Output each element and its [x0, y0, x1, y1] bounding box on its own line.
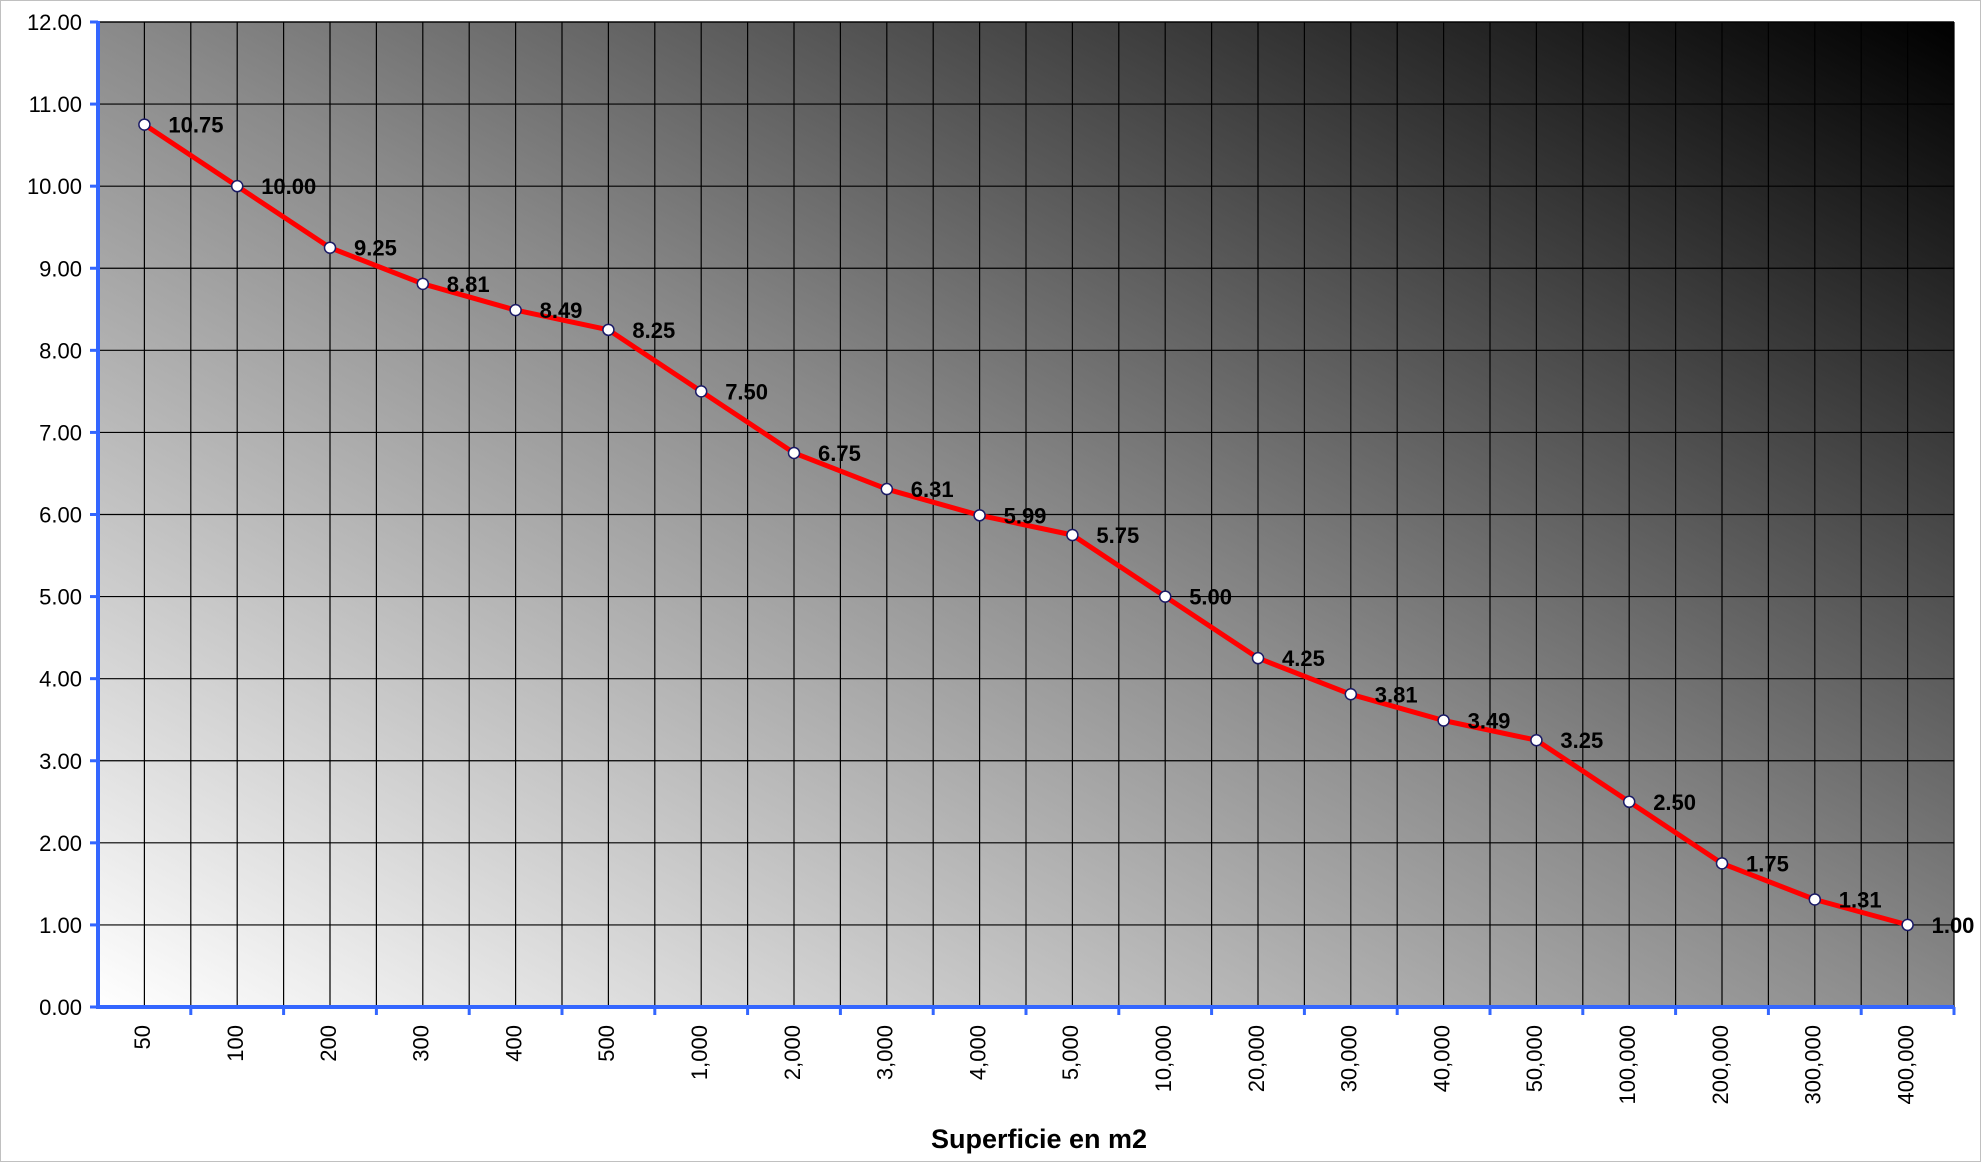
y-tick-label: 10.00: [27, 174, 82, 199]
series-line-path: [143, 122, 1909, 928]
series-line: [143, 122, 1909, 928]
y-tick-label: 0.00: [39, 995, 82, 1020]
data-point: [973, 509, 986, 522]
data-label: 2.50: [1653, 790, 1696, 815]
data-label: 7.50: [725, 379, 768, 404]
y-tick-label: 6.00: [39, 503, 82, 528]
x-tick-label: 2,000: [780, 1025, 805, 1080]
data-point: [1158, 590, 1172, 603]
x-tick-label: 400: [501, 1025, 526, 1062]
x-tick-label: 50: [130, 1025, 155, 1049]
data-label: 5.75: [1096, 523, 1139, 548]
data-label: 8.25: [632, 318, 675, 343]
x-tick-label: 100: [223, 1025, 248, 1062]
data-label: 1.31: [1839, 887, 1882, 912]
data-point: [138, 118, 151, 131]
data-point: [1715, 857, 1729, 870]
data-label: 10.00: [261, 174, 316, 199]
data-point: [1251, 651, 1265, 665]
x-tick-label: 20,000: [1244, 1025, 1269, 1092]
data-point: [509, 303, 522, 317]
x-tick-label: 200,000: [1708, 1025, 1733, 1105]
axes: [90, 20, 1956, 1015]
y-tick-label: 9.00: [39, 256, 82, 281]
x-tick-label: 400,000: [1893, 1025, 1918, 1105]
y-tick-label: 11.00: [29, 92, 82, 117]
series-markers: [138, 118, 1914, 932]
data-point: [323, 241, 337, 254]
x-tick-label: 10,000: [1151, 1025, 1176, 1092]
data-label: 9.25: [354, 236, 397, 261]
data-point: [880, 482, 894, 496]
x-tick-label: 5,000: [1058, 1025, 1083, 1080]
data-label: 1.00: [1932, 913, 1975, 938]
data-point: [1530, 733, 1543, 747]
data-point: [1901, 918, 1914, 932]
data-point: [694, 385, 708, 398]
x-tick-label: 4,000: [965, 1025, 990, 1080]
data-label: 8.81: [447, 272, 490, 297]
data-point: [602, 323, 615, 337]
data-point: [1622, 795, 1636, 809]
x-axis-title: Superficie en m2: [931, 1124, 1147, 1154]
y-tick-label: 1.00: [39, 913, 82, 938]
y-tick-label: 4.00: [39, 667, 82, 692]
data-point: [787, 446, 801, 460]
x-tick-label: 300: [409, 1025, 434, 1062]
data-point: [1344, 688, 1358, 701]
data-label: 5.99: [1004, 503, 1047, 528]
y-tick-label: 3.00: [39, 749, 82, 774]
x-tick-label: 300,000: [1801, 1025, 1826, 1105]
y-tick-label: 8.00: [39, 338, 82, 363]
data-point: [230, 179, 244, 193]
data-point: [416, 277, 430, 291]
data-label: 4.25: [1282, 646, 1325, 671]
x-tick-label: 30,000: [1337, 1025, 1362, 1092]
x-tick-label: 50,000: [1522, 1025, 1547, 1092]
data-point: [1066, 528, 1079, 542]
data-label: 1.75: [1746, 851, 1789, 876]
x-tick-label: 200: [316, 1025, 341, 1062]
data-label: 8.49: [540, 298, 583, 323]
x-axis-tick-labels: 50 100 200 300 400 500 1,000 2,000 3,000 4,000 5,0…: [130, 1025, 1918, 1105]
data-label: 3.81: [1375, 682, 1418, 707]
x-tick-label: 100,000: [1615, 1025, 1640, 1105]
x-tick-label: 1,000: [687, 1025, 712, 1080]
data-label: 3.49: [1468, 709, 1511, 734]
x-tick-label: 40,000: [1429, 1025, 1454, 1092]
data-label: 3.25: [1560, 728, 1603, 753]
data-label: 10.75: [168, 113, 223, 138]
data-labels: 10.75 10.00 9.25 8.81 8.49 8.25 7.50 6.75 6.31 5.…: [168, 113, 1974, 938]
data-label: 6.75: [818, 441, 861, 466]
data-point: [1437, 714, 1450, 727]
x-tick-label: 3,000: [873, 1025, 898, 1080]
data-label: 6.31: [911, 477, 954, 502]
x-tick-label: 500: [594, 1025, 619, 1062]
data-label: 5.00: [1189, 585, 1232, 610]
y-tick-label: 5.00: [39, 585, 82, 610]
y-tick-label: 7.00: [39, 420, 82, 445]
y-axis-tick-labels: 0.00 1.00 2.00 3.00 4.00 5.00 6.00 7.00 8.00 9.00…: [27, 10, 82, 1020]
data-point: [1808, 893, 1822, 906]
y-tick-label: 12.00: [27, 10, 82, 35]
y-tick-label: 2.00: [39, 831, 82, 856]
